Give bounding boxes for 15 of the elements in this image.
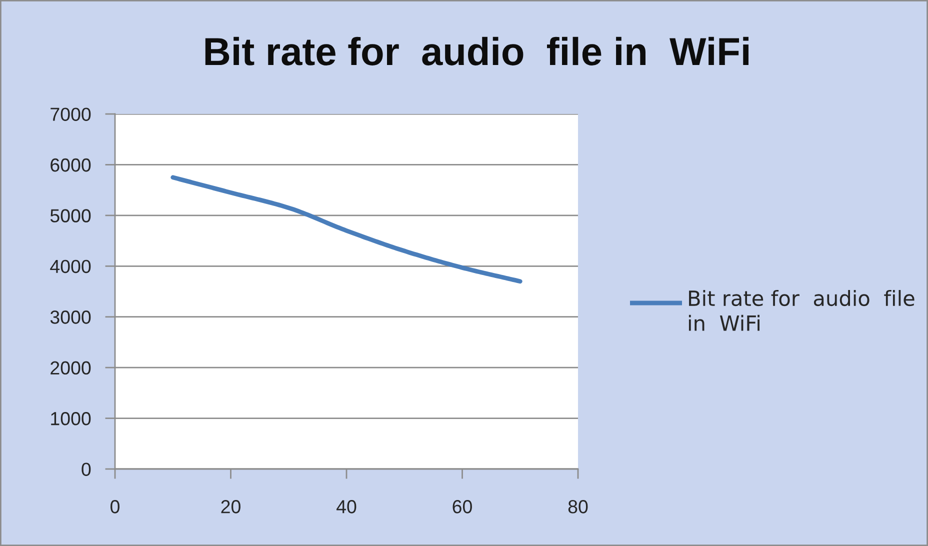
x-tick-label: 80 [568,500,588,514]
x-tick-label: 60 [452,500,472,514]
x-tick-label: 0 [110,500,120,514]
y-tick-label: 5000 [50,209,91,222]
y-tick-label: 0 [82,462,91,476]
legend-label: Bit rate for audio file in WiFi [688,290,914,331]
x-tick-label: 20 [221,500,240,514]
chart-title: Bit rate for audio file in WiFi [205,36,748,66]
y-tick-label: 4000 [50,260,91,274]
y-tick-label: 3000 [50,310,91,324]
y-tick-label: 7000 [50,108,91,121]
y-tick-label: 2000 [50,361,91,375]
y-tick-label: 6000 [50,158,91,172]
y-tick-label: 1000 [51,412,91,426]
x-tick-label: 40 [336,500,356,514]
